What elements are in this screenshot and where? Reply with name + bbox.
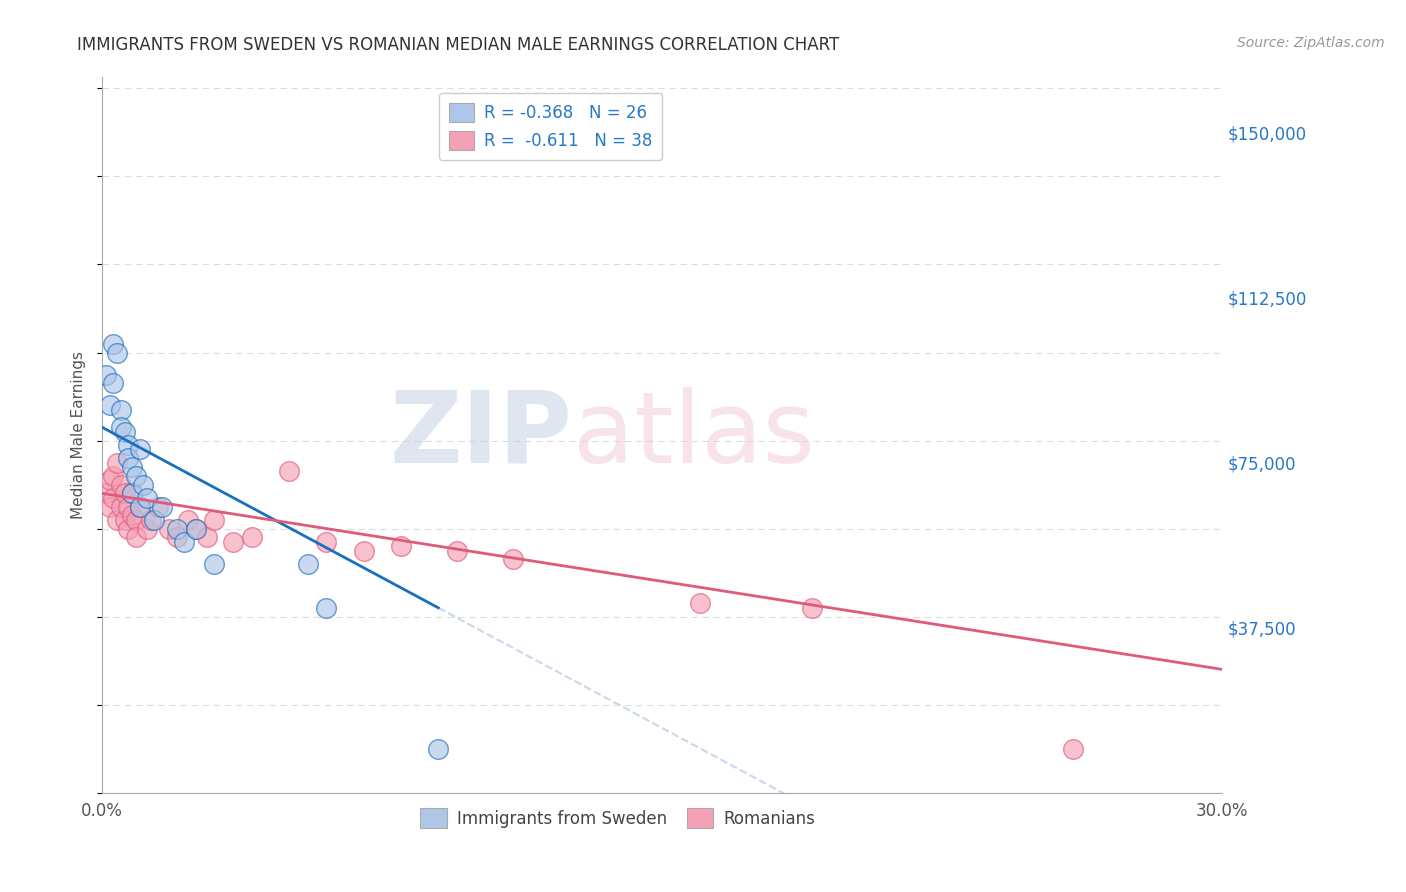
Point bbox=[110, 477, 132, 491]
Point bbox=[159, 522, 181, 536]
Point bbox=[103, 468, 125, 483]
Point bbox=[103, 376, 125, 391]
Point bbox=[105, 456, 128, 470]
Point bbox=[195, 530, 218, 544]
Point bbox=[121, 508, 143, 523]
Point bbox=[315, 600, 337, 615]
Point bbox=[110, 500, 132, 514]
Point bbox=[202, 557, 225, 571]
Point bbox=[353, 543, 375, 558]
Point bbox=[117, 500, 139, 514]
Point bbox=[103, 336, 125, 351]
Point bbox=[128, 500, 150, 514]
Point bbox=[114, 486, 136, 500]
Point bbox=[502, 552, 524, 566]
Point bbox=[125, 513, 148, 527]
Point bbox=[136, 522, 159, 536]
Point bbox=[117, 522, 139, 536]
Point bbox=[105, 513, 128, 527]
Point bbox=[166, 522, 188, 536]
Point bbox=[121, 486, 143, 500]
Point bbox=[125, 530, 148, 544]
Point bbox=[297, 557, 319, 571]
Point bbox=[446, 543, 468, 558]
Point bbox=[128, 500, 150, 514]
Point bbox=[1062, 741, 1084, 756]
Point bbox=[117, 438, 139, 452]
Point bbox=[121, 486, 143, 500]
Point bbox=[114, 513, 136, 527]
Text: IMMIGRANTS FROM SWEDEN VS ROMANIAN MEDIAN MALE EARNINGS CORRELATION CHART: IMMIGRANTS FROM SWEDEN VS ROMANIAN MEDIA… bbox=[77, 36, 839, 54]
Point bbox=[277, 464, 299, 478]
Point bbox=[427, 741, 450, 756]
Point bbox=[389, 539, 412, 553]
Point bbox=[132, 477, 155, 491]
Point bbox=[103, 491, 125, 505]
Point bbox=[800, 600, 823, 615]
Legend: Immigrants from Sweden, Romanians: Immigrants from Sweden, Romanians bbox=[413, 802, 823, 834]
Point bbox=[689, 596, 711, 610]
Point bbox=[114, 425, 136, 439]
Point bbox=[184, 522, 207, 536]
Text: Source: ZipAtlas.com: Source: ZipAtlas.com bbox=[1237, 36, 1385, 50]
Point bbox=[136, 491, 159, 505]
Point bbox=[110, 420, 132, 434]
Point bbox=[94, 368, 117, 382]
Point bbox=[173, 534, 195, 549]
Point bbox=[148, 500, 170, 514]
Point bbox=[184, 522, 207, 536]
Point bbox=[240, 530, 263, 544]
Point bbox=[150, 500, 173, 514]
Point bbox=[128, 442, 150, 457]
Point bbox=[222, 534, 245, 549]
Text: atlas: atlas bbox=[572, 386, 814, 483]
Point bbox=[202, 513, 225, 527]
Point bbox=[139, 513, 162, 527]
Point bbox=[121, 459, 143, 474]
Point bbox=[98, 500, 121, 514]
Text: ZIP: ZIP bbox=[389, 386, 572, 483]
Point bbox=[105, 345, 128, 359]
Point bbox=[143, 513, 166, 527]
Point bbox=[125, 468, 148, 483]
Point bbox=[315, 534, 337, 549]
Point bbox=[98, 398, 121, 412]
Point bbox=[117, 451, 139, 466]
Point bbox=[166, 530, 188, 544]
Y-axis label: Median Male Earnings: Median Male Earnings bbox=[72, 351, 86, 519]
Point bbox=[177, 513, 200, 527]
Point bbox=[98, 473, 121, 487]
Point bbox=[110, 402, 132, 417]
Point bbox=[94, 486, 117, 500]
